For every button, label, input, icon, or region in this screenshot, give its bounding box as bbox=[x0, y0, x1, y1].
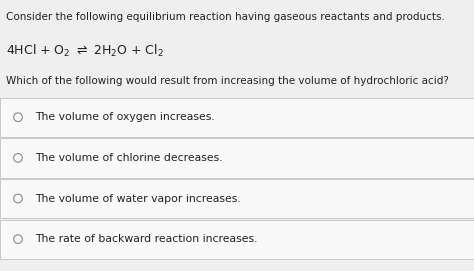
Text: The volume of water vapor increases.: The volume of water vapor increases. bbox=[36, 193, 241, 204]
Text: The volume of oxygen increases.: The volume of oxygen increases. bbox=[36, 112, 215, 122]
Ellipse shape bbox=[14, 153, 22, 162]
FancyBboxPatch shape bbox=[0, 138, 474, 178]
Text: 4HCl + O$_2$ $\rightleftharpoons$ 2H$_2$O + Cl$_2$: 4HCl + O$_2$ $\rightleftharpoons$ 2H$_2$… bbox=[6, 43, 164, 59]
Text: The rate of backward reaction increases.: The rate of backward reaction increases. bbox=[36, 234, 258, 244]
Ellipse shape bbox=[14, 113, 22, 122]
Text: The volume of chlorine decreases.: The volume of chlorine decreases. bbox=[36, 153, 223, 163]
Text: Consider the following equilibrium reaction having gaseous reactants and product: Consider the following equilibrium react… bbox=[6, 12, 445, 22]
FancyBboxPatch shape bbox=[0, 220, 474, 259]
Text: Which of the following would result from increasing the volume of hydrochloric a: Which of the following would result from… bbox=[6, 76, 449, 86]
Ellipse shape bbox=[14, 194, 22, 203]
FancyBboxPatch shape bbox=[0, 179, 474, 218]
FancyBboxPatch shape bbox=[0, 98, 474, 137]
Ellipse shape bbox=[14, 235, 22, 243]
